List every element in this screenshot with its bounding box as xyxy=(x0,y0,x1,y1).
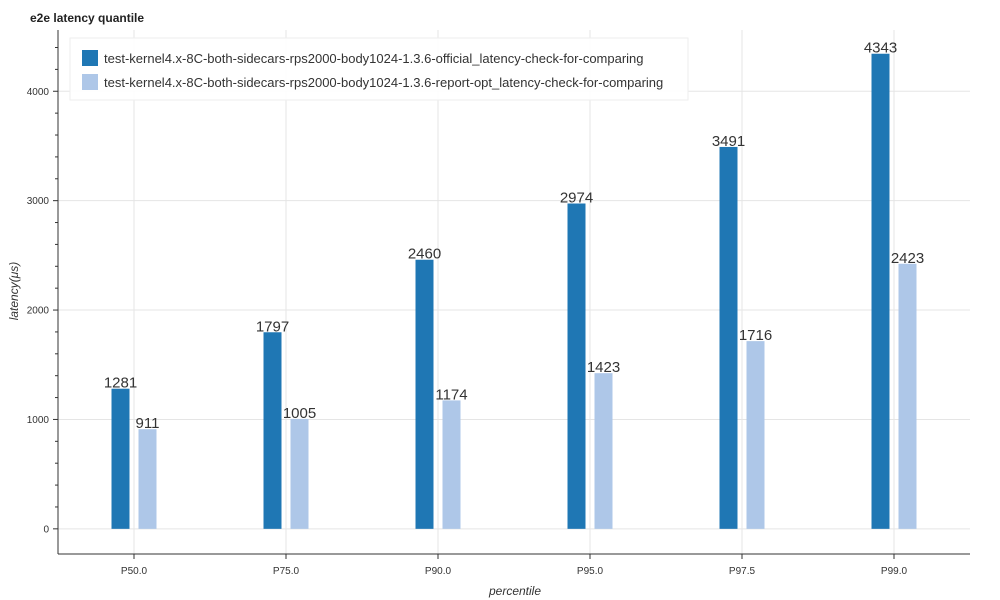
bar-series-1-P99.0 xyxy=(871,53,890,529)
chart-title: e2e latency quantile xyxy=(30,11,144,25)
bar-series-2-P95.0 xyxy=(594,373,613,529)
y-tick-label: 1000 xyxy=(27,415,50,426)
bars xyxy=(111,53,917,529)
x-axis-label: percentile xyxy=(488,584,541,598)
data-label-series-1-P99.0: 4343 xyxy=(864,40,897,57)
data-label-series-2-P50.0: 911 xyxy=(136,415,160,432)
bar-series-1-P50.0 xyxy=(111,388,130,529)
legend-label-series-1: test-kernel4.x-8C-both-sidecars-rps2000-… xyxy=(104,51,644,66)
data-label-series-1-P90.0: 2460 xyxy=(408,246,441,263)
bar-series-2-P99.0 xyxy=(898,263,917,529)
data-label-series-1-P95.0: 2974 xyxy=(560,189,593,206)
bar-series-1-P97.5 xyxy=(719,146,738,529)
y-tick-label: 3000 xyxy=(27,196,50,207)
data-label-series-1-P97.5: 3491 xyxy=(712,133,745,150)
x-tick-label: P95.0 xyxy=(577,566,604,577)
bar-series-1-P90.0 xyxy=(415,259,434,529)
x-tick-label: P90.0 xyxy=(425,566,452,577)
legend-label-series-2: test-kernel4.x-8C-both-sidecars-rps2000-… xyxy=(104,75,663,90)
bar-series-1-P95.0 xyxy=(567,203,586,529)
legend-box xyxy=(69,37,689,101)
data-label-series-2-P97.5: 1716 xyxy=(739,327,772,344)
legend-swatch-series-1 xyxy=(82,50,98,66)
bar-series-2-P75.0 xyxy=(290,418,309,529)
data-label-series-2-P99.0: 2423 xyxy=(891,250,924,267)
x-tick-label: P99.0 xyxy=(881,566,908,577)
data-label-series-1-P75.0: 1797 xyxy=(256,318,289,335)
x-tick-label: P50.0 xyxy=(121,566,148,577)
data-labels: 1281 1797 2460 2974 3491 4343 911 1005 1174 1423 1… xyxy=(104,40,924,432)
x-tick-label: P97.5 xyxy=(729,566,756,577)
data-label-series-2-P75.0: 1005 xyxy=(283,405,316,422)
bar-series-1-P75.0 xyxy=(263,332,282,529)
y-axis-label: latency(μs) xyxy=(7,262,21,321)
data-label-series-1-P50.0: 1281 xyxy=(104,375,137,392)
y-tick-label: 0 xyxy=(43,524,49,535)
data-label-series-2-P95.0: 1423 xyxy=(587,359,620,376)
gridlines xyxy=(58,30,970,554)
y-tick-label: 2000 xyxy=(27,306,50,317)
legend-swatch-series-2 xyxy=(82,74,98,90)
axes: 0 1000 2000 3000 4000 P50.0 P75.0 P90.0 P95.0 P97… xyxy=(27,30,970,577)
bar-series-2-P50.0 xyxy=(138,429,157,529)
bar-series-2-P90.0 xyxy=(442,400,461,529)
x-tick-label: P75.0 xyxy=(273,566,300,577)
bar-series-2-P97.5 xyxy=(746,341,765,529)
y-tick-label: 4000 xyxy=(27,87,50,98)
data-label-series-2-P90.0: 1174 xyxy=(435,386,467,403)
legend: test-kernel4.x-8C-both-sidecars-rps2000-… xyxy=(69,37,689,101)
